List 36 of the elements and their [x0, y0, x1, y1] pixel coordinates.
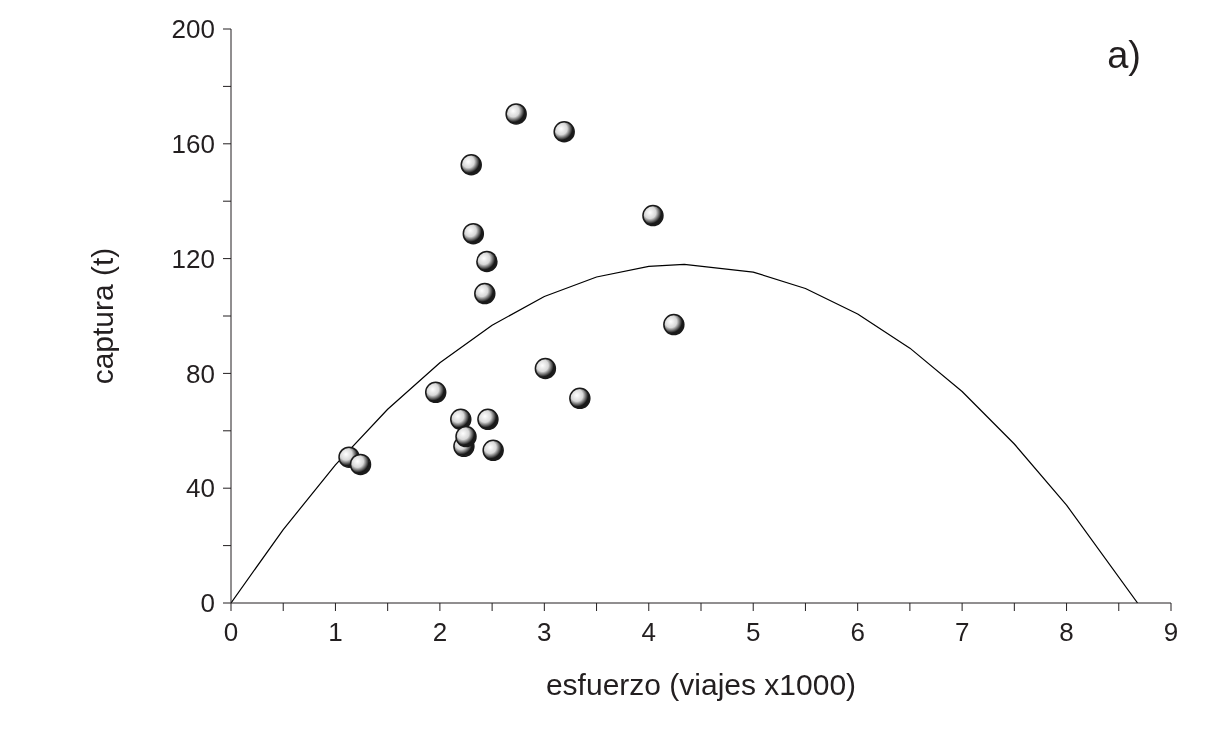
point: [349, 453, 372, 476]
point: [462, 222, 485, 245]
point: [663, 313, 685, 336]
x-tick-label: 7: [954, 617, 970, 648]
x-tick-label: 9: [1163, 617, 1179, 648]
point: [455, 425, 477, 448]
y-tick-label: 120: [171, 243, 215, 274]
point: [505, 103, 527, 125]
x-tick-label: 3: [537, 617, 552, 648]
y-tick-label: 80: [186, 358, 215, 389]
y-tick-label: 160: [171, 129, 215, 160]
x-tick-label: 5: [745, 617, 761, 648]
x-tick-label: 0: [223, 617, 239, 648]
point: [534, 357, 557, 380]
point: [474, 282, 496, 305]
x-tick-label: 6: [850, 617, 865, 648]
annotation: a): [1107, 34, 1141, 77]
x-axis-title: esfuerzo (viajes x1000): [545, 668, 857, 701]
x-tick-label: 4: [641, 617, 657, 648]
point: [424, 381, 447, 404]
point: [476, 250, 498, 273]
y-axis-title: captura (t): [86, 247, 119, 385]
y-tick-label: 200: [171, 14, 215, 45]
x-tick-label: 2: [432, 617, 448, 648]
point: [477, 408, 499, 431]
point: [450, 408, 472, 431]
y-tick-label: 40: [186, 473, 215, 504]
point: [482, 439, 504, 462]
point: [553, 121, 575, 143]
x-tick-label: 8: [1059, 617, 1074, 648]
line-series: [231, 263, 1139, 603]
y-tick-label: 0: [200, 588, 215, 619]
point: [569, 387, 591, 410]
x-tick-label: 1: [328, 617, 343, 648]
point: [642, 204, 664, 227]
point: [460, 154, 482, 176]
